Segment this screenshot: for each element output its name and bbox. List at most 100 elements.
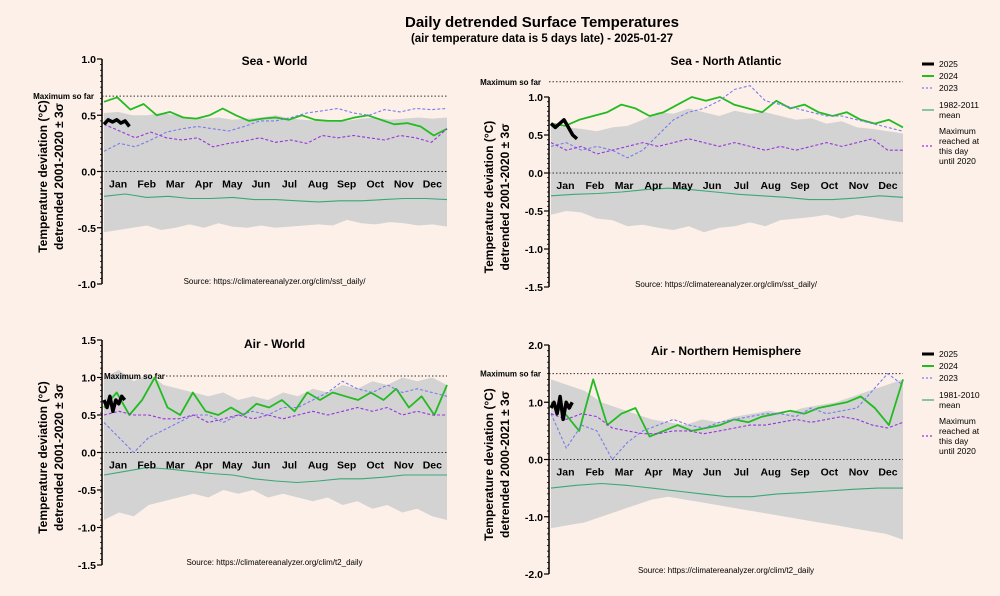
y-tick-label: 0.5 <box>81 410 96 422</box>
y-tick-label: 1.5 <box>81 335 96 347</box>
month-label: Oct <box>366 179 384 191</box>
month-label: Dec <box>423 460 442 472</box>
y-tick-label: -1.5 <box>78 560 96 572</box>
legend-label: 2023 <box>939 373 958 383</box>
y-axis-label: Temperature deviation (°C) <box>36 100 50 253</box>
month-label: Oct <box>366 460 384 472</box>
series-line-y2024 <box>550 96 904 129</box>
source-text: Source: https://climatereanalyzer.org/cl… <box>635 280 818 289</box>
series-line-y2025 <box>549 394 574 422</box>
series-line-y2024 <box>103 376 448 416</box>
legend-label: Maximum reached at this day until 2020 <box>939 416 980 456</box>
legend-label: Maximum reached at this day until 2020 <box>939 126 980 166</box>
month-label: Sep <box>337 460 356 472</box>
y-tick-label: -1.0 <box>525 512 543 524</box>
source-text: Source: https://climatereanalyzer.org/cl… <box>186 558 362 567</box>
legend-label: 1982-2011 mean <box>939 100 979 120</box>
series-line-y2024 <box>550 378 904 438</box>
y-tick-label: -1.5 <box>525 282 543 294</box>
series-line-mean <box>103 466 447 484</box>
month-label: Apr <box>644 467 662 479</box>
series-line-y2023 <box>103 380 448 454</box>
series-line-max <box>103 406 447 424</box>
y-tick-label: 1.0 <box>528 397 543 409</box>
y-tick-label: 1.0 <box>81 54 96 66</box>
max-so-far-label: Maximum so far <box>480 370 541 379</box>
month-label: Jun <box>252 460 271 472</box>
month-label: Dec <box>878 180 897 192</box>
month-label: Sep <box>790 467 809 479</box>
figure-title: Daily detrended Surface Temperatures <box>405 14 679 31</box>
series-line-y2025 <box>102 394 127 414</box>
y-tick-label: 1.0 <box>81 373 96 385</box>
month-label: May <box>222 460 243 472</box>
month-label: Apr <box>195 460 213 472</box>
legend-1: 2025 2024 2023 1982-2011 mean Maximum reached … <box>922 59 980 166</box>
month-label: Nov <box>394 179 414 191</box>
legend-label: 2023 <box>939 83 958 93</box>
month-label: Oct <box>821 467 839 479</box>
figure-subtitle: (air temperature data is 5 days late) - … <box>411 33 673 45</box>
month-label: Jan <box>556 467 574 479</box>
month-label: Nov <box>849 180 869 192</box>
month-label: May <box>222 179 243 191</box>
legend-2: 2025 2024 2023 1981-2010 mean Maximum reached … <box>922 349 980 456</box>
y-tick-label: -2.0 <box>525 569 543 581</box>
y-axis-label: Temperature deviation (°C) <box>482 121 496 274</box>
month-label: Dec <box>878 467 897 479</box>
month-label: Jan <box>109 460 127 472</box>
month-label: Jun <box>703 180 722 192</box>
source-text: Source: https://climatereanalyzer.org/cl… <box>184 277 367 286</box>
max-so-far-label: Maximum so far <box>480 78 541 87</box>
panel-1: Maximum so far 1.0 0.5 0.0 -0.5 -1.0 Jan Feb Mar… <box>33 54 448 291</box>
month-label: Feb <box>585 180 604 192</box>
y-tick-label: -1.0 <box>78 523 96 535</box>
panel-title: Sea - North Atlantic <box>671 54 782 68</box>
panel-title: Air - World <box>244 337 305 351</box>
month-label: Jul <box>282 179 297 191</box>
source-text: Source: https://climatereanalyzer.org/cl… <box>638 566 814 575</box>
y-tick-label: -0.5 <box>78 223 96 235</box>
y-axis-label: Temperature deviation (°C) <box>36 381 50 534</box>
sigma-band <box>104 370 447 520</box>
series-line-y2023 <box>550 85 904 159</box>
month-label: Nov <box>394 460 414 472</box>
sigma-band <box>551 108 903 233</box>
panel-2: Maximum so far 1.0 0.5 0.0 -0.5 -1.0 -1.5 Jan Fe… <box>480 54 904 294</box>
month-label: Sep <box>790 180 809 192</box>
legend-label: 2024 <box>939 71 958 81</box>
y-tick-label: -0.5 <box>78 485 96 497</box>
series-line-max <box>550 413 904 435</box>
month-label: Jan <box>109 179 127 191</box>
month-label: Apr <box>195 179 213 191</box>
month-label: Apr <box>644 180 662 192</box>
y-axis-label: detrended 2001-2020 ± 3σ <box>52 103 66 250</box>
series-line-y2025 <box>549 118 579 141</box>
y-axis-label: detrended 2001-2020 ± 3σ <box>498 124 512 271</box>
y-tick-label: 1.0 <box>528 92 543 104</box>
series-line-mean <box>550 187 904 201</box>
month-label: Aug <box>760 180 780 192</box>
legend-label: 2025 <box>939 349 958 359</box>
month-label: Jul <box>734 467 749 479</box>
y-tick-label: -1.0 <box>525 244 543 256</box>
y-tick-label: 0.0 <box>528 168 543 180</box>
series-line-y2025 <box>102 118 131 128</box>
month-label: Mar <box>166 460 185 472</box>
month-label: Mar <box>615 467 634 479</box>
series-line-y2024 <box>103 96 448 137</box>
y-axis-label: detrended 2000-2021 ± 3σ <box>498 391 512 538</box>
series-line-mean <box>550 482 903 498</box>
month-label: Sep <box>337 179 356 191</box>
y-tick-label: 0.0 <box>528 455 543 467</box>
sigma-band <box>104 111 447 233</box>
y-tick-label: 0.5 <box>528 130 543 142</box>
legend-label: 2025 <box>939 59 958 69</box>
month-label: May <box>673 467 694 479</box>
panel-title: Sea - World <box>242 54 308 68</box>
month-label: Jul <box>282 460 297 472</box>
max-so-far-label: Maximum so far <box>104 372 165 381</box>
y-tick-label: -1.0 <box>78 279 96 291</box>
y-tick-label: 2.0 <box>528 340 543 352</box>
month-label: Mar <box>166 179 185 191</box>
